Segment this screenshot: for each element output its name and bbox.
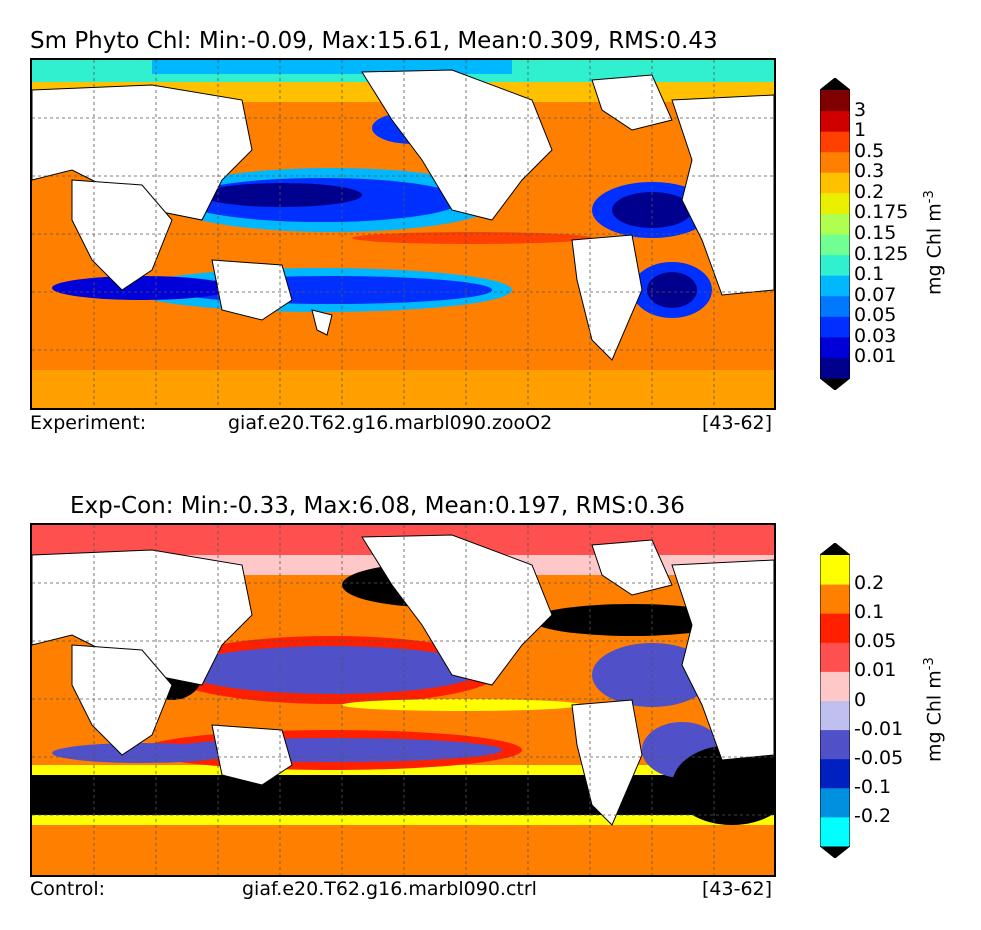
bottom-colorbar-tick-label: -0.01: [854, 717, 904, 740]
bottom-colorbar-tick-label: -0.2: [854, 804, 892, 827]
top-colorbar-segment: [820, 90, 850, 112]
top-colorbar-segment: [820, 213, 850, 235]
top-footer-left: Experiment:: [30, 412, 147, 434]
top-colorbar-segment: [820, 172, 850, 194]
top-colorbar-segment: [820, 110, 850, 132]
top-colorbar-over-arrow: [820, 78, 850, 90]
bottom-colorbar-unit: mg Chl m-3: [922, 657, 946, 762]
bottom-footer-right: [43-62]: [702, 878, 773, 900]
top-colorbar-under-arrow: [820, 378, 850, 390]
top-colorbar-segment: [820, 316, 850, 338]
bottom-colorbar-tick-label: 0.05: [854, 630, 897, 653]
top-colorbar-segment: [820, 234, 850, 256]
top-colorbar-segment: [820, 131, 850, 153]
top-colorbar-tick-label: 0.07: [854, 283, 897, 306]
top-colorbar-tick-label: 3: [854, 98, 867, 121]
bottom-colorbar-tick-label: 0.2: [854, 572, 885, 595]
top-colorbar-segment: [820, 275, 850, 297]
bottom-colorbar: [819, 542, 851, 859]
top-colorbar-tick-label: 0.1: [854, 263, 885, 286]
bottom-colorbar-tick-label: 0.01: [854, 659, 897, 682]
top-map: [30, 58, 776, 410]
top-colorbar-tick-label: 0.5: [854, 139, 885, 162]
top-colorbar-tick-label: 0.2: [854, 180, 885, 203]
bottom-map-canvas: [32, 525, 774, 875]
bottom-colorbar-segment: [820, 642, 850, 672]
bottom-colorbar-segment: [820, 787, 850, 818]
bottom-colorbar-segment: [820, 758, 850, 789]
top-colorbar-tick-label: 0.15: [854, 222, 897, 244]
top-colorbar-segment: [820, 336, 850, 358]
bottom-colorbar-tick-label: 0: [854, 688, 867, 711]
bottom-colorbar-over-arrow: [820, 543, 850, 555]
bottom-footer-center: giaf.e20.T62.g16.marbl090.ctrl: [242, 878, 537, 900]
top-colorbar-tick-label: 1: [854, 119, 867, 142]
bottom-colorbar-segment: [820, 671, 850, 701]
bottom-colorbar-segment: [820, 700, 850, 731]
top-colorbar: [819, 77, 851, 391]
bottom-colorbar-segment: [820, 816, 850, 847]
top-map-title: Sm Phyto Chl: Min:-0.09, Max:15.61, Mean…: [30, 28, 718, 54]
bottom-colorbar-segment: [820, 729, 850, 760]
top-colorbar-segment: [820, 192, 850, 214]
bottom-colorbar-tick-label: 0.1: [854, 601, 885, 624]
top-colorbar-tick-label: 0.175: [854, 201, 909, 224]
top-colorbar-segment: [820, 357, 850, 379]
bottom-footer-left: Control:: [30, 878, 106, 900]
top-colorbar-tick-label: 0.01: [854, 345, 897, 368]
top-colorbar-tick-label: 0.125: [854, 242, 909, 265]
top-colorbar-segment: [820, 151, 850, 173]
bottom-colorbar-segment: [820, 555, 850, 585]
top-map-canvas: [32, 60, 774, 408]
top-colorbar-tick-label: 0.03: [854, 324, 897, 347]
top-colorbar-segment: [820, 254, 850, 276]
bottom-colorbar-segment: [820, 584, 850, 614]
top-colorbar-tick-label: 0.3: [854, 160, 885, 183]
bottom-map: [30, 523, 776, 877]
bottom-map-title: Exp-Con: Min:-0.33, Max:6.08, Mean:0.197…: [70, 493, 685, 519]
bottom-colorbar-tick-label: -0.1: [854, 775, 892, 798]
top-colorbar-tick-label: 0.05: [854, 304, 897, 327]
bottom-colorbar-tick-label: -0.05: [854, 746, 904, 769]
bottom-colorbar-under-arrow: [820, 846, 850, 858]
bottom-colorbar-segment: [820, 613, 850, 643]
top-colorbar-segment: [820, 295, 850, 317]
top-footer-right: [43-62]: [702, 412, 773, 434]
top-colorbar-unit: mg Chl m-3: [922, 190, 946, 295]
top-footer-center: giaf.e20.T62.g16.marbl090.zooO2: [228, 412, 553, 434]
